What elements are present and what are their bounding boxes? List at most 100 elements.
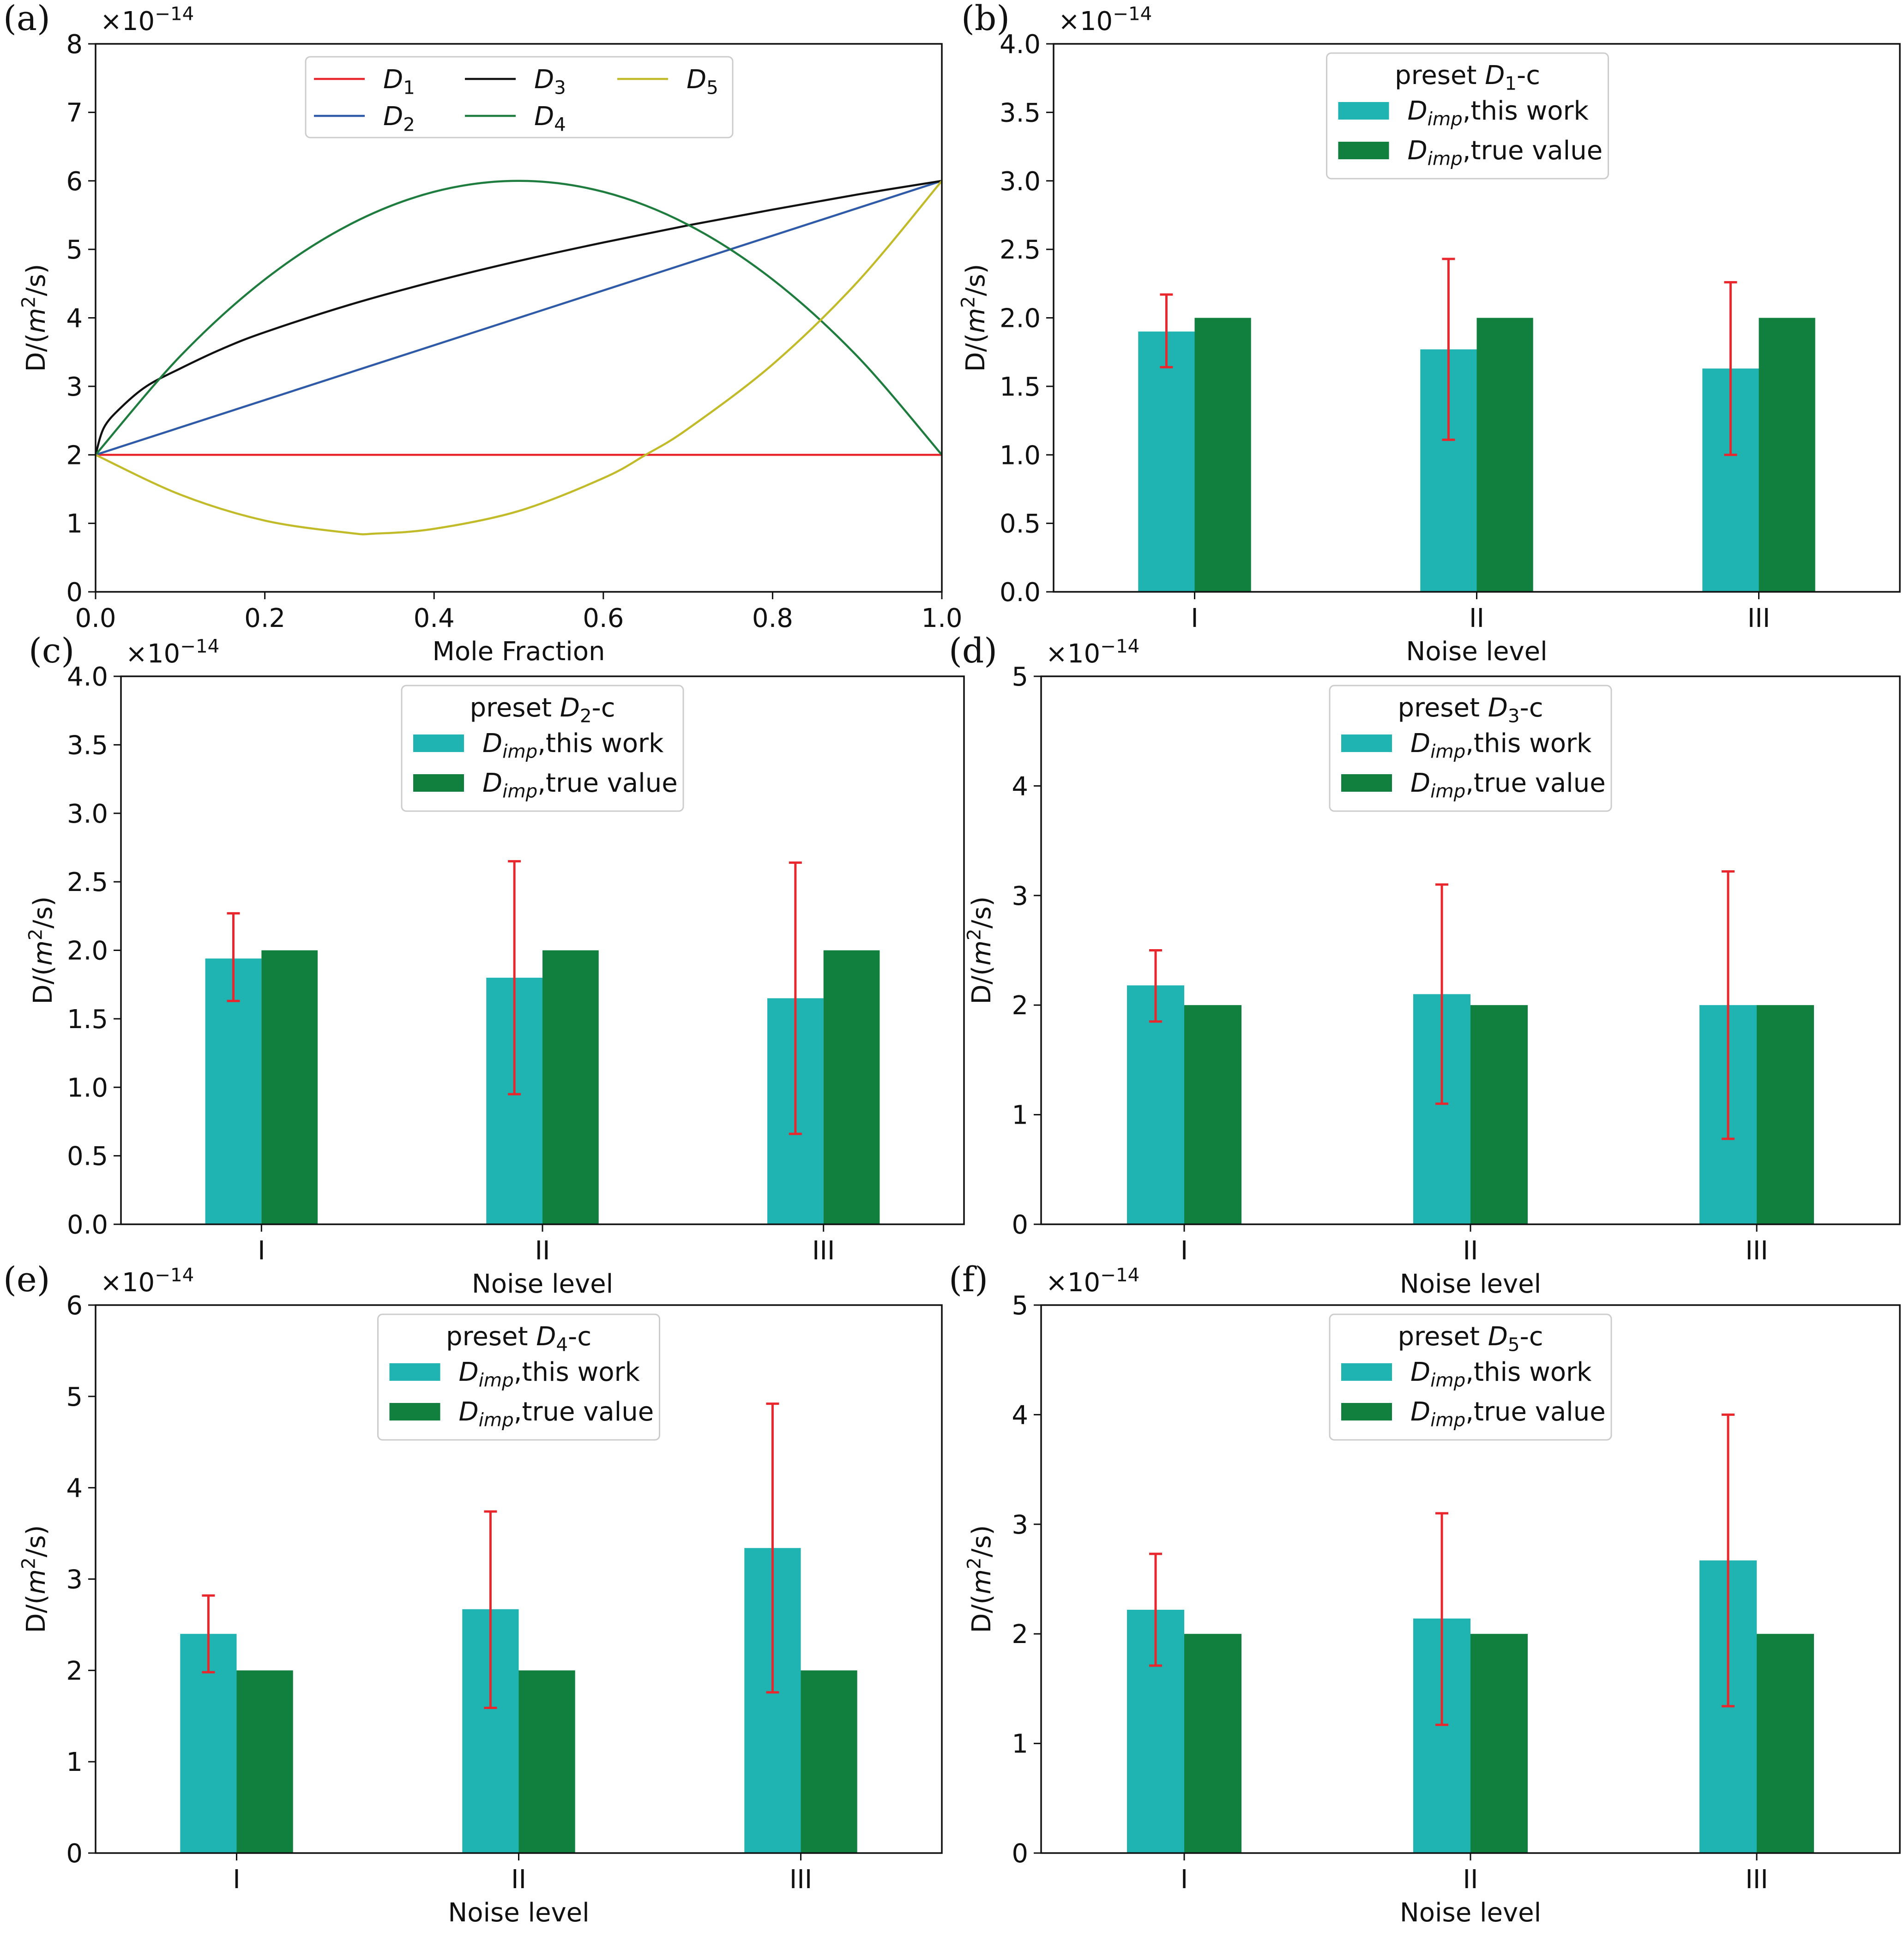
x-tick-label: III xyxy=(789,1865,813,1895)
error-bar-II xyxy=(508,860,521,1095)
y-tick-label: 1 xyxy=(66,509,83,539)
panel-label: (f) xyxy=(949,1260,988,1300)
y-tick-label: 2 xyxy=(66,440,83,470)
x-tick-label: 0.6 xyxy=(583,603,624,633)
legend-frame xyxy=(377,1313,660,1441)
error-bar-II xyxy=(484,1510,497,1709)
panel-b: (b) ×10−140.00.51.01.52.02.53.03.54.0D/(m… xyxy=(958,0,1901,667)
x-tick-label: I xyxy=(1191,603,1199,633)
legend-label-d5: D5 xyxy=(687,65,718,98)
legend-label-d1: D1 xyxy=(383,65,415,98)
panel-label: (b) xyxy=(961,0,1010,38)
y-tick-label: 5 xyxy=(66,235,83,265)
x-axis-label: Noise level xyxy=(1406,637,1547,667)
y-tick-label: 3 xyxy=(66,372,83,402)
legend-frame xyxy=(1329,685,1612,812)
legend-swatch-true-value xyxy=(1338,142,1389,159)
legend-swatch-true-value xyxy=(389,1403,440,1420)
bar-true-value-III xyxy=(1757,1634,1814,1853)
x-tick-label: 0.0 xyxy=(75,603,116,633)
legend-title: preset D5-c xyxy=(1398,1322,1543,1355)
y-tick-label: 1 xyxy=(66,1747,83,1777)
axis-exponent: ×10−14 xyxy=(1058,3,1152,36)
x-tick-label: III xyxy=(1745,1865,1768,1895)
series-line-d3 xyxy=(96,180,942,455)
legend-swatch-true-value xyxy=(413,774,464,792)
x-tick-label: I xyxy=(1181,1865,1188,1895)
y-tick-label: 4.0 xyxy=(1000,30,1041,60)
bar-true-value-II xyxy=(518,1670,575,1853)
legend: D1 D2 D3 D4 D5 xyxy=(305,56,734,138)
axis-exponent: ×10−14 xyxy=(100,1264,194,1298)
y-axis-label: D/(m2/s) xyxy=(958,264,991,372)
y-tick-label: 1.5 xyxy=(1000,372,1041,402)
y-tick-label: 0 xyxy=(1012,1839,1028,1869)
x-tick-label: II xyxy=(1463,1236,1478,1266)
series-line-d5 xyxy=(96,180,942,536)
y-tick-label: 1.5 xyxy=(67,1005,108,1035)
legend-swatch-this-work xyxy=(1338,102,1389,120)
x-tick-label: III xyxy=(1747,603,1771,633)
y-tick-label: 0.0 xyxy=(1000,578,1041,608)
bar-true-value-III xyxy=(823,950,880,1224)
legend-label-this-work: Dimp,this work xyxy=(1410,728,1592,762)
legend-label-true-value: Dimp,true value xyxy=(1408,136,1603,169)
y-tick-label: 0.0 xyxy=(67,1210,108,1240)
error-bar-III xyxy=(1724,281,1737,456)
x-axis-label: Noise level xyxy=(1400,1269,1541,1299)
legend-swatch-this-work xyxy=(413,734,464,752)
bar-true-value-I xyxy=(1184,1634,1241,1853)
legend-label-this-work: Dimp,this work xyxy=(1408,96,1589,130)
legend-swatch-true-value xyxy=(1341,774,1392,792)
legend-title: preset D2-c xyxy=(470,693,615,727)
y-axis-label: D/(m2/s) xyxy=(964,897,997,1005)
y-tick-label: 8 xyxy=(66,30,83,60)
y-tick-label: 0.5 xyxy=(67,1142,108,1172)
x-tick-label: III xyxy=(1745,1236,1768,1266)
y-tick-label: 3 xyxy=(1012,1510,1028,1540)
error-bar-II xyxy=(1442,258,1455,441)
axes-frame xyxy=(1053,43,1901,593)
y-tick-label: 3.5 xyxy=(67,730,108,760)
bar-this-work-I xyxy=(1138,331,1195,592)
panel-label: (c) xyxy=(29,631,74,671)
y-tick-label: 4 xyxy=(66,1474,83,1504)
bar-true-value-III xyxy=(1757,1005,1814,1224)
panel-c: (c) ×10−14 0.0 0.5 1.0 1.5 2.0 2.5 3.0 3.5 4.0 D/(m… xyxy=(25,631,965,1299)
legend-swatch-this-work xyxy=(1341,734,1392,752)
legend-title: preset D1-c xyxy=(1395,60,1540,94)
panel-label: (d) xyxy=(949,631,997,671)
y-tick-label: 2.0 xyxy=(1000,304,1041,334)
y-tick-label: 7 xyxy=(66,98,83,128)
y-tick-label: 2.0 xyxy=(67,936,108,966)
error-bar-III xyxy=(766,1402,779,1694)
x-tick-label: II xyxy=(1469,603,1484,633)
axes-frame xyxy=(1040,1304,1901,1854)
panel-label: (a) xyxy=(3,0,50,38)
y-tick-label: 2 xyxy=(1012,991,1028,1021)
bar-true-value-III xyxy=(1759,318,1815,592)
bar-true-value-I xyxy=(236,1670,293,1853)
bar-true-value-III xyxy=(801,1670,857,1853)
legend-title: preset D3-c xyxy=(1398,693,1543,727)
y-tick-label: 6 xyxy=(66,1291,83,1321)
y-tick-label: 3 xyxy=(1012,881,1028,911)
legend-label-d4: D4 xyxy=(534,102,566,135)
panel-a: (a) ×10−14 0 1 2 3 4 5 6 7 8 D/(m2/s) Mole Fraction 0… xyxy=(3,0,963,667)
y-tick-label: 0 xyxy=(1012,1210,1028,1240)
legend-frame xyxy=(401,685,684,812)
series-line-d2 xyxy=(96,180,942,456)
axis-exponent: ×10−14 xyxy=(100,3,194,36)
bar-true-value-II xyxy=(1470,1005,1528,1224)
x-axis-label: Mole Fraction xyxy=(433,637,605,667)
axis-exponent: ×10−14 xyxy=(1046,1264,1139,1298)
legend-frame xyxy=(305,56,734,138)
legend-label-true-value: Dimp,true value xyxy=(459,1397,654,1431)
x-axis-label: Noise level xyxy=(1400,1898,1541,1928)
bar-true-value-I xyxy=(261,950,318,1224)
y-tick-label: 0 xyxy=(66,1839,83,1869)
